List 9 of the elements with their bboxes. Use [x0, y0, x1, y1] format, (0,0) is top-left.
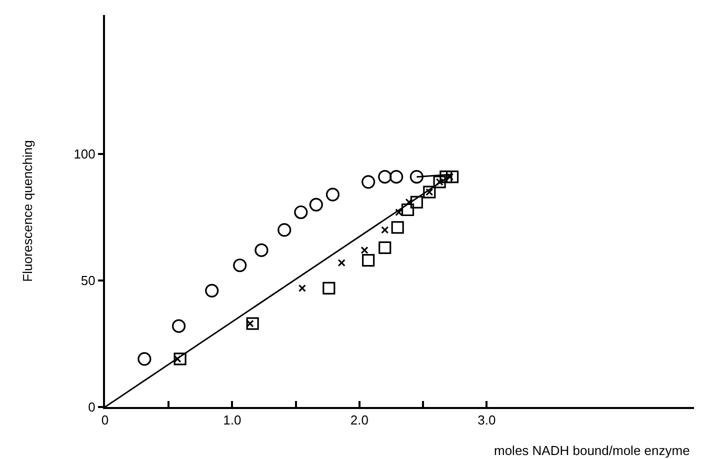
x-tick-label: 2.0: [350, 412, 368, 428]
x-tick-label: 3.0: [478, 412, 496, 428]
y-tick-label: 50: [80, 273, 96, 288]
y-tick-label: 0: [88, 400, 96, 415]
x-tick-label: 0: [101, 412, 109, 428]
x-axis-title: moles NADH bound/mole enzyme: [494, 443, 690, 458]
y-axis-title: Fluorescence quenching: [20, 140, 36, 282]
y-tick-label: 100: [74, 146, 96, 162]
x-tick-label: 1.0: [223, 412, 242, 428]
